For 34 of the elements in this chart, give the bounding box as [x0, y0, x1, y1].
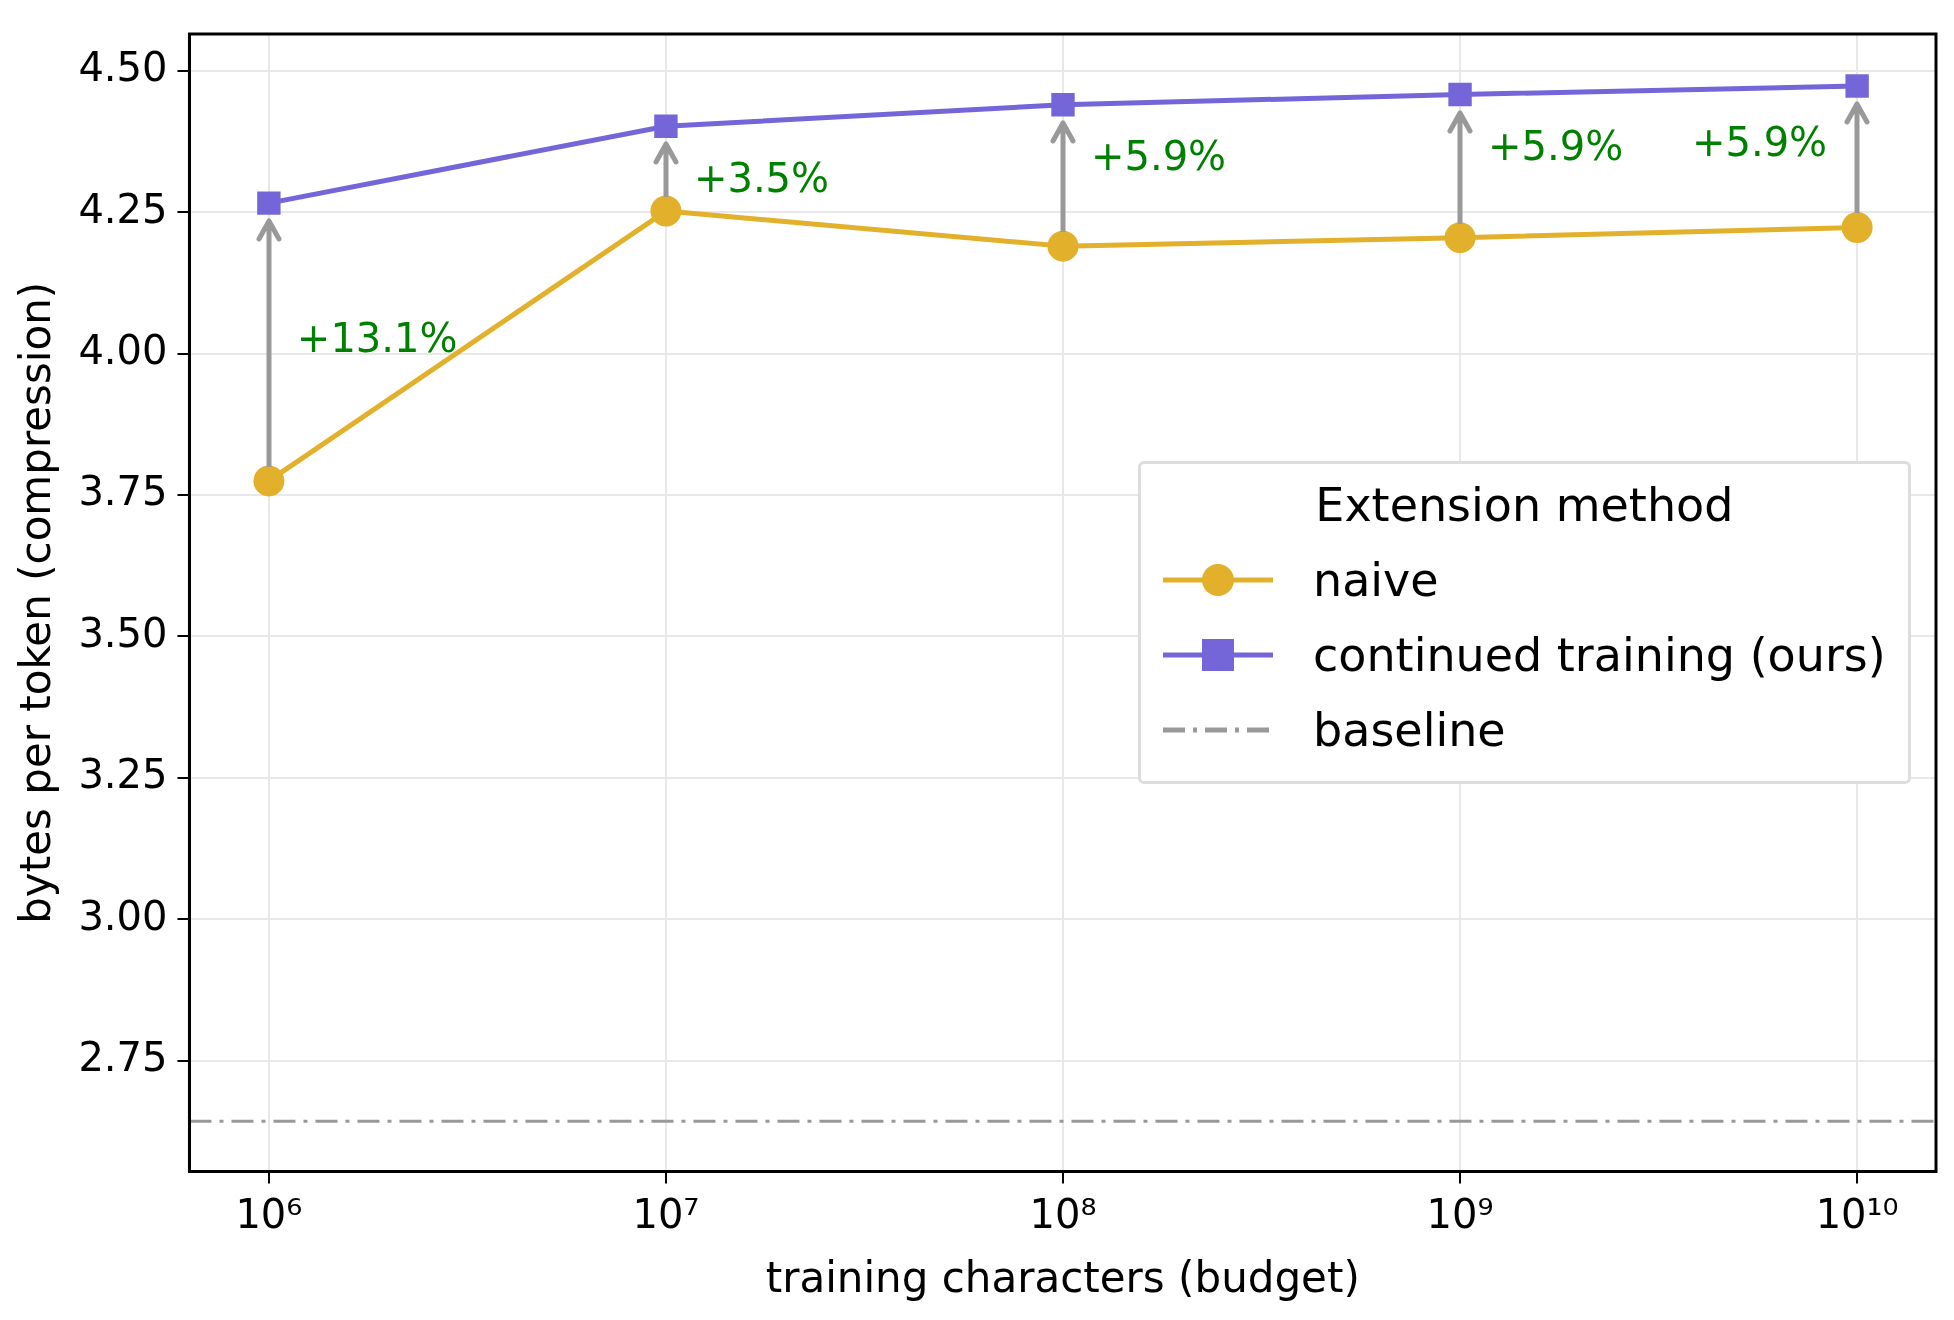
legend-label: naive: [1313, 552, 1439, 607]
point: [253, 465, 285, 497]
y-tick-label: 3.75: [78, 468, 168, 515]
point: [1841, 211, 1873, 243]
x-tick-label: 10⁹: [1426, 1190, 1494, 1237]
y-axis-title: bytes per token (compression): [11, 281, 61, 924]
y-tick-label: 3.25: [78, 751, 168, 798]
point: [1047, 230, 1079, 262]
y-tick-label: 2.75: [78, 1034, 168, 1081]
point: [654, 114, 678, 138]
y-tick-label: 4.00: [78, 327, 168, 373]
x-tick-label: 10¹⁰: [1815, 1190, 1899, 1237]
x-axis-title: training characters (budget): [765, 1252, 1360, 1302]
point: [1444, 222, 1476, 254]
annotation: +5.9%: [1488, 122, 1624, 169]
x-tick-label: 10⁷: [632, 1190, 700, 1237]
point: [1845, 74, 1869, 98]
y-tick-label: 3.50: [78, 609, 168, 656]
x-tick-label: 10⁶: [235, 1190, 303, 1237]
point: [1051, 93, 1075, 117]
annotation: +5.9%: [1090, 133, 1227, 180]
legend-label: baseline: [1313, 702, 1506, 757]
y-tick-label: 3.00: [78, 892, 168, 939]
point: [650, 195, 682, 227]
annotation: +3.5%: [693, 154, 830, 201]
legend-title: Extension method: [1314, 478, 1735, 533]
legend-label: continued training (ours): [1313, 627, 1886, 682]
annotation: +13.1%: [296, 315, 458, 362]
y-tick-label: 4.50: [78, 44, 168, 91]
y-tick-label: 4.25: [78, 185, 168, 232]
point: [257, 191, 281, 215]
annotation: +5.9%: [1691, 119, 1828, 166]
point: [1448, 82, 1472, 107]
x-tick-label: 10⁸: [1029, 1190, 1097, 1237]
